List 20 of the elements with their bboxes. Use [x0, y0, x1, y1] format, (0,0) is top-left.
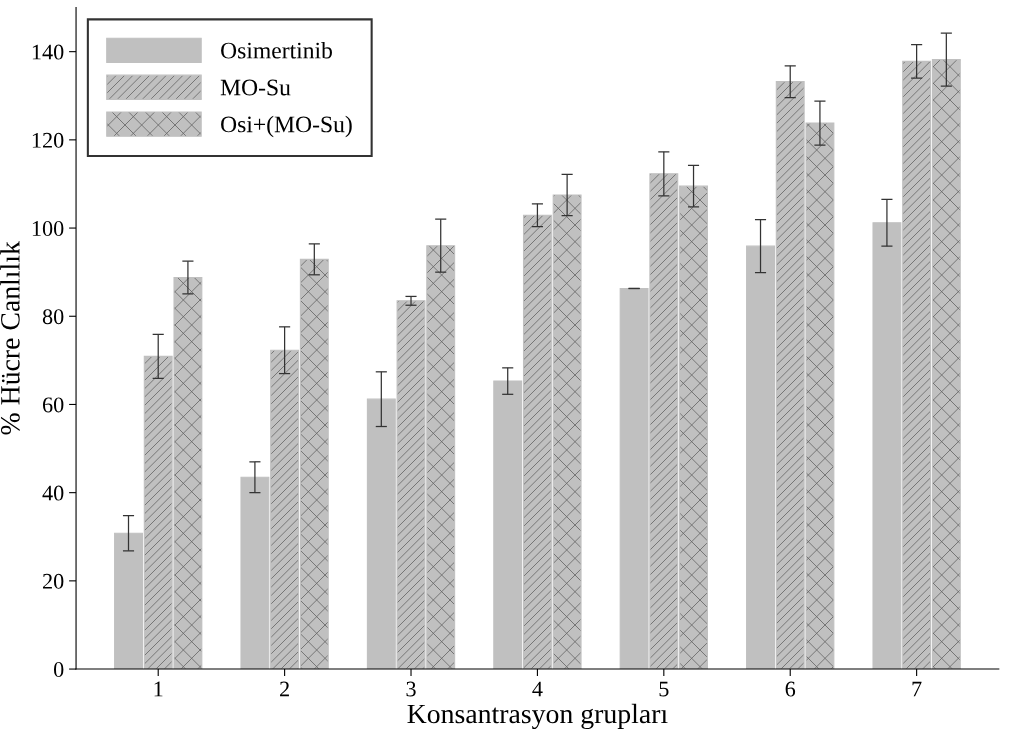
x-tick-label: 1 — [154, 681, 163, 697]
legend-label: Osimertinib — [221, 41, 332, 59]
y-tick-label: 140 — [32, 44, 64, 60]
y-tick-label: 40 — [42, 485, 64, 501]
x-axis-title: Konsantrasyon grupları — [407, 703, 668, 730]
x-tick-label: 7 — [912, 681, 922, 697]
y-tick-label: 60 — [42, 397, 64, 413]
y-tick-label: 100 — [32, 220, 64, 236]
x-tick-label: 4 — [532, 681, 543, 697]
x-tick-label: 3 — [406, 681, 416, 697]
y-axis-title: % Hücre Canlılık — [0, 241, 20, 435]
x-tick-label: 6 — [785, 681, 796, 697]
y-tick-label: 120 — [32, 132, 64, 148]
y-tick-label: 0 — [53, 661, 64, 677]
legend-label: Osi+(MO-Su) — [221, 115, 352, 138]
y-tick-label: 80 — [42, 309, 64, 325]
x-tick-label: 2 — [280, 681, 289, 697]
x-tick-label: 5 — [659, 681, 669, 697]
y-tick-label: 20 — [43, 573, 64, 589]
legend-label: MO-Su — [220, 79, 291, 96]
